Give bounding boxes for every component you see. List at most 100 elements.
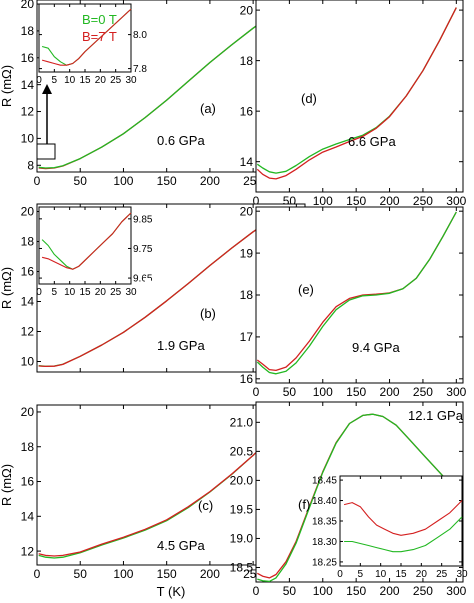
panel-f-inset-xtick-label: 5 <box>358 569 364 580</box>
panel-b-inset-xtick-label: 20 <box>95 287 107 298</box>
panel-a-xtick-label: 150 <box>157 174 177 188</box>
panel-a-pressure: 0.6 GPa <box>157 133 205 148</box>
panel-c-label: (c) <box>198 498 213 513</box>
panel-c-ylabel: R (mΩ) <box>0 464 14 506</box>
panel-f-xtick-label: 200 <box>380 584 400 598</box>
panel-f-series-green <box>257 413 461 583</box>
panel-f-ytick-label: 19.5 <box>230 503 254 517</box>
panel-f-inset-frame <box>339 475 463 567</box>
panel-f-pressure: 12.1 GPa <box>408 408 464 423</box>
panel-a-ytick-label: 18 <box>21 24 35 38</box>
panel-b-inset-xtick-label: 30 <box>125 287 137 298</box>
panel-f-xtick-label: 50 <box>283 584 297 598</box>
panel-f-xlabel: T (K) <box>345 601 374 603</box>
panel-b-ylabel: R (mΩ) <box>0 267 14 309</box>
panel-e-ytick-label: 19 <box>240 246 254 260</box>
panel-a-inset-series-red <box>41 8 132 66</box>
zoom-arrow-head <box>42 84 52 94</box>
panel-e-label: (e) <box>298 282 314 297</box>
panel-f-inset-xtick-label: 25 <box>436 569 448 580</box>
panel-f-xtick-label: 150 <box>346 584 366 598</box>
panel-a-inset-frame <box>38 3 132 73</box>
panel-f-ytick-label: 18.5 <box>230 561 254 575</box>
panel-f-inset-ytick-label: 18.25 <box>312 557 337 568</box>
panel-c-xtick-label: 100 <box>113 567 133 581</box>
panel-a-inset-ytick-label: 8.0 <box>133 30 147 41</box>
panel-c-xlabel: T (K) <box>157 584 186 599</box>
panel-c-ytick-label: 14 <box>21 510 35 524</box>
panel-c-ytick-label: 18 <box>21 440 35 454</box>
panel-a-inset-xtick-label: 0 <box>36 75 42 86</box>
panel-a-ytick-label: 14 <box>21 78 35 92</box>
panel-a-xtick-label: 50 <box>74 174 88 188</box>
panel-f-xtick-label: 100 <box>313 584 333 598</box>
panel-b-inset-xtick-label: 5 <box>52 287 58 298</box>
legend-entry-b0: B=0 T <box>82 12 117 27</box>
panel-a-xtick-label: 0 <box>34 174 41 188</box>
panel-f-xtick-label: 300 <box>446 584 466 598</box>
panel-a-inset-xtick-label: 10 <box>64 75 76 86</box>
panel-c-xtick-label: 0 <box>34 567 41 581</box>
panel-f-ytick-label: 20.5 <box>230 445 254 459</box>
panel-e-ytick-label: 17 <box>240 330 254 344</box>
panel-a-inset-xtick-label: 5 <box>52 75 58 86</box>
panel-b-ytick-label: 14 <box>21 295 35 309</box>
panel-f-inset-xtick-label: 20 <box>416 569 428 580</box>
panel-f-xtick-label: 250 <box>413 584 433 598</box>
panel-b-inset: 0 5 10 15 20 25 30 9.65 9.75 9.85 <box>36 206 153 298</box>
panel-d-xtick-label: 250 <box>413 194 433 208</box>
panel-e-series-green <box>256 211 457 375</box>
panel-e-ytick-label: 16 <box>240 372 254 386</box>
axis-break <box>145 86 151 100</box>
panel-a-ytick-label: 20 <box>21 0 35 11</box>
panel-e-pressure: 9.4 GPa <box>352 340 400 355</box>
panel-d-ytick-label: 18 <box>240 54 254 68</box>
zoom-box <box>36 143 56 160</box>
panel-e-xtick-label: 0 <box>253 385 260 399</box>
panel-a-inset-ytick-label: 7.8 <box>133 64 147 75</box>
panel-a-label: (a) <box>200 101 216 116</box>
panel-b-ytick-label: 20 <box>21 205 35 219</box>
legend-entry-b7: B=7 T <box>82 29 117 44</box>
panel-c-ytick-label: 12 <box>21 544 35 558</box>
panel-f-inset-series-green <box>344 516 463 553</box>
panel-a-xtick-label: 100 <box>113 174 133 188</box>
panel-b-inset-ytick-label: 9.75 <box>133 244 153 255</box>
panel-d-ytick-label: 14 <box>240 155 254 169</box>
panel-f-xtick-label: 0 <box>253 584 260 598</box>
panel-e-frame <box>255 206 464 384</box>
panel-d-ytick-label: 16 <box>240 104 254 118</box>
panel-b-inset-xtick-label: 0 <box>36 287 42 298</box>
panel-f-inset-ytick-label: 18.45 <box>312 476 337 487</box>
panel-f-inset-xtick-label: 30 <box>456 569 468 580</box>
panel-b-pressure: 1.9 GPa <box>157 338 205 353</box>
panel-e-xtick-label: 100 <box>313 385 333 399</box>
panel-f-ytick-label: 20.0 <box>230 474 254 488</box>
panel-d-xtick-label: 200 <box>380 194 400 208</box>
panel-b-ytick-label: 16 <box>21 265 35 279</box>
panel-a-inset-xtick-label: 30 <box>125 75 137 86</box>
panel-c-pressure: 4.5 GPa <box>157 538 205 553</box>
panel-e-ytick-label: 20 <box>240 204 254 218</box>
panel-c-ytick-label: 20 <box>21 405 35 419</box>
panel-f-inset-ytick-label: 18.40 <box>312 496 337 507</box>
panel-f-inset: 0 5 10 15 20 25 30 18.25 18.30 18.35 18.40 18.45 <box>312 475 468 580</box>
panel-a-inset-xtick-label: 25 <box>110 75 122 86</box>
panel-f-ytick-label: 21.0 <box>230 416 254 430</box>
panel-b-inset-series-red <box>41 212 132 270</box>
panel-b-inset-xtick-label: 15 <box>79 287 91 298</box>
panel-c-xtick-label: 50 <box>74 567 88 581</box>
panel-a-ytick-label: 8 <box>27 158 34 172</box>
panel-e-xtick-label: 150 <box>346 385 366 399</box>
panel-f-inset-xtick-label: 15 <box>395 569 407 580</box>
panel-b-inset-frame <box>38 206 132 285</box>
panel-e-xtick-label: 200 <box>380 385 400 399</box>
panel-b-series-red <box>38 206 297 368</box>
panel-d-pressure: 6.6 GPa <box>348 134 396 149</box>
axis-break <box>145 278 151 292</box>
panel-a-series-green <box>38 2 297 169</box>
panel-c-series-red <box>38 411 297 557</box>
panel-b-ytick-label: 10 <box>21 355 35 369</box>
